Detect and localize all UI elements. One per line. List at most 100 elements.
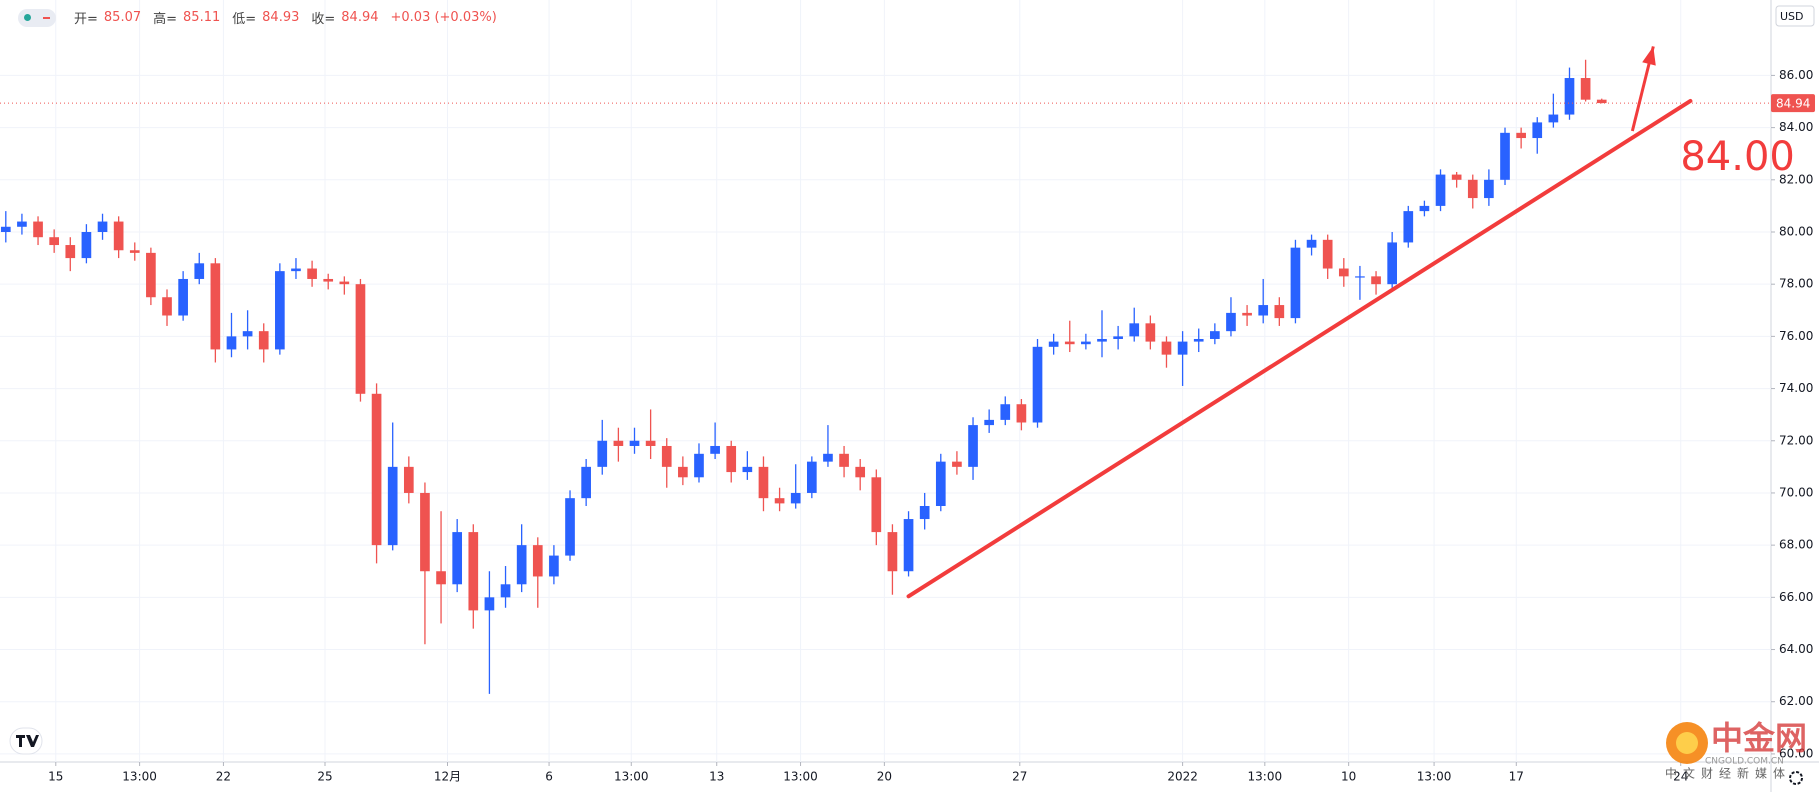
candle-body <box>355 284 366 394</box>
candle-body <box>710 445 720 454</box>
candle-body <box>226 336 237 350</box>
candle-body <box>1435 174 1446 206</box>
candle-body <box>500 584 511 598</box>
candle-body <box>871 477 882 533</box>
y-tick-label: 74.00 <box>1779 381 1813 395</box>
series-toggle[interactable] <box>18 8 56 27</box>
candle-body <box>516 545 527 585</box>
candle-body <box>742 466 753 473</box>
x-tick-label: 13:00 <box>1417 770 1452 784</box>
y-tick-label: 70.00 <box>1779 485 1813 499</box>
candle-body <box>839 453 849 467</box>
candle-body <box>1048 341 1059 347</box>
y-tick-label: 64.00 <box>1779 642 1813 656</box>
candle-body <box>661 445 672 467</box>
candle-body <box>371 393 382 546</box>
candle-body <box>1322 239 1333 269</box>
x-tick-label: 13:00 <box>614 770 649 784</box>
y-tick-label: 62.00 <box>1779 694 1813 708</box>
watermark-name: 中金网 <box>1711 719 1807 757</box>
x-tick-label: 15 <box>48 770 63 784</box>
last-price-label: 84.94 <box>1776 97 1810 111</box>
candle-body <box>1516 132 1526 139</box>
candle-body <box>1564 78 1575 115</box>
candle-body <box>194 263 205 279</box>
candle-body <box>291 268 301 272</box>
candle-body <box>420 492 430 572</box>
currency-label: USD <box>1780 10 1804 23</box>
open-label: 开= <box>74 12 98 27</box>
candle-body <box>935 461 946 506</box>
watermark-tagline: 中文财经新媒体 <box>1665 766 1791 781</box>
candle-body <box>968 425 978 467</box>
candle-body <box>1145 323 1156 342</box>
last-price-tag <box>1771 94 1815 113</box>
candle-body <box>275 271 285 350</box>
candle-body <box>1016 404 1027 423</box>
candle-body <box>146 252 156 298</box>
candle-body <box>452 532 463 585</box>
candle-body <box>1064 341 1075 345</box>
candle-body <box>1129 323 1140 337</box>
candle-body <box>758 466 769 499</box>
candle-body <box>178 278 188 316</box>
currency-button[interactable] <box>1775 5 1815 27</box>
axis-panel <box>1771 0 1819 792</box>
candle-body <box>436 571 446 585</box>
candle-body <box>1193 338 1204 342</box>
x-tick-label: 13:00 <box>783 770 818 784</box>
candle-body <box>1306 239 1317 248</box>
candle-body <box>581 466 591 499</box>
change: +0.03 (+0.03%) <box>390 10 497 25</box>
ohlc-header: 开= 85.07 高= 85.11 低= 84.93 收= 84.94 +0.03 (+… <box>18 8 503 27</box>
close-label: 收= <box>311 12 336 27</box>
candle-body <box>919 505 930 520</box>
y-tick-label: 60.00 <box>1779 746 1813 760</box>
candle-body <box>242 331 253 337</box>
y-tick-label: 84.00 <box>1779 120 1813 134</box>
watermark-site: CNGOLD.COM.CN <box>1705 757 1784 767</box>
x-tick-label: 20 <box>877 770 892 784</box>
open-value: 85.07 <box>103 10 142 25</box>
candle-body <box>339 281 350 285</box>
watermark-logo-inner <box>1676 732 1698 754</box>
candle-body <box>49 237 60 246</box>
candle-body <box>806 461 817 493</box>
candle-body <box>1484 179 1494 199</box>
annotation-label: 84.00 <box>1680 134 1795 180</box>
candle-body <box>468 532 479 611</box>
candle-body <box>65 245 76 259</box>
candle-body <box>1081 341 1091 345</box>
x-tick-label: 24 <box>1673 770 1688 784</box>
tv-logo-bg <box>9 727 43 755</box>
x-tick-label: 13:00 <box>122 770 157 784</box>
candle-body <box>1000 404 1011 420</box>
high-value: 85.11 <box>183 10 221 25</box>
x-tick-label: 13:00 <box>1248 770 1283 784</box>
candle-body <box>1532 122 1543 139</box>
candle-body <box>1419 205 1430 212</box>
candle-body <box>774 498 785 504</box>
candle-body <box>258 331 269 350</box>
close-value: 84.94 <box>341 10 379 25</box>
candle-body <box>1548 114 1559 123</box>
candle-body <box>162 297 172 316</box>
arrow-head <box>1642 46 1656 66</box>
settings-button[interactable] <box>1789 771 1803 785</box>
y-tick-label: 72.00 <box>1779 433 1813 447</box>
candle-body <box>1274 305 1285 319</box>
candle-body <box>549 555 559 577</box>
candle-body <box>1097 338 1107 342</box>
candle-body <box>1500 132 1510 180</box>
candle-body <box>823 453 833 462</box>
candle-body <box>1387 242 1398 285</box>
candle-body <box>1580 78 1591 100</box>
high-label: 高= <box>153 12 178 27</box>
candle-body <box>1290 247 1301 319</box>
x-tick-label: 10 <box>1341 770 1356 784</box>
x-tick-label: 22 <box>216 770 231 784</box>
candle-body <box>629 440 640 446</box>
candle-body <box>1113 336 1123 339</box>
candle-body <box>645 440 656 446</box>
